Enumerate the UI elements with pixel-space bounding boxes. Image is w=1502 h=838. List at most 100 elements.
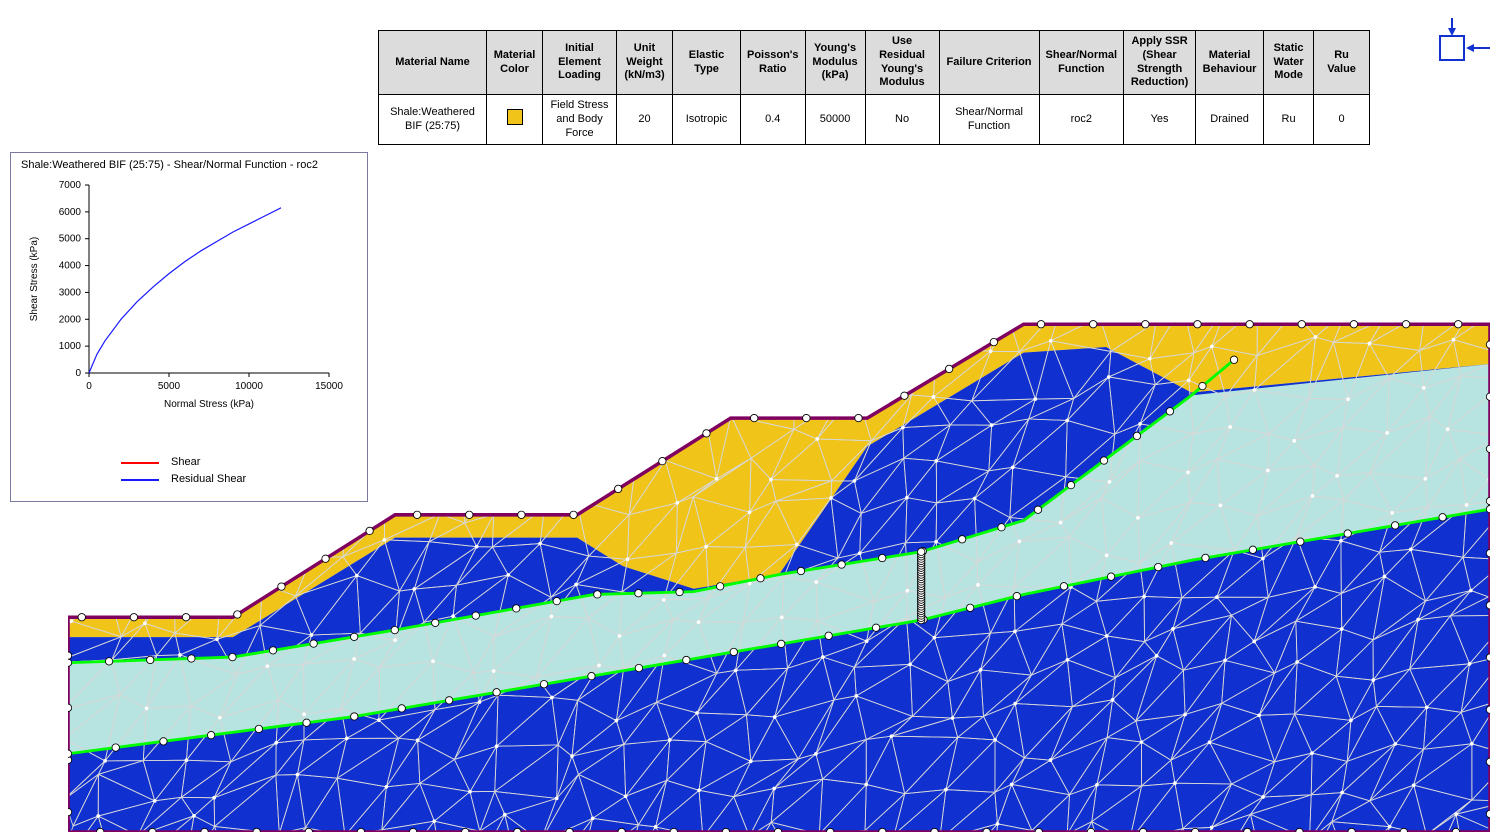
boundary-node: [1486, 505, 1490, 512]
boundary-node: [1486, 602, 1490, 609]
boundary-node: [670, 828, 677, 832]
boundary-node: [130, 614, 137, 621]
boundary-node: [1166, 408, 1173, 415]
boundary-node: [1100, 457, 1107, 464]
boundary-node: [269, 647, 276, 654]
boundary-node: [716, 583, 723, 590]
cell-poissons: 0.4: [741, 95, 806, 145]
fe-mesh-cross-section[interactable]: [68, 310, 1490, 832]
boundary-node: [998, 524, 1005, 531]
boundary-node: [1067, 481, 1074, 488]
boundary-node: [466, 511, 473, 518]
boundary-node: [1486, 758, 1490, 765]
boundary-node: [68, 704, 72, 711]
boundary-node: [990, 338, 997, 345]
boundary-node: [618, 828, 625, 832]
boundary-node: [703, 430, 710, 437]
boundary-node: [1192, 828, 1199, 832]
boundary-node: [1391, 522, 1398, 529]
boundary-node: [234, 611, 241, 618]
boundary-node: [78, 614, 85, 621]
svg-text:Shear Stress (kPa): Shear Stress (kPa): [29, 237, 40, 321]
cell-material-name: Shale:Weathered BIF (25:75): [379, 95, 487, 145]
cell-initial-loading: Field Stress and Body Force: [543, 95, 617, 145]
boundary-node: [676, 588, 683, 595]
boundary-node: [566, 828, 573, 832]
boundary-node: [635, 664, 642, 671]
boundary-node: [615, 485, 622, 492]
boundary-node: [827, 828, 834, 832]
th-initial-loading: Initial Element Loading: [543, 31, 617, 95]
th-youngs: Young's Modulus (kPa): [805, 31, 865, 95]
boundary-node: [462, 828, 469, 832]
boundary-node: [1133, 432, 1140, 439]
boundary-node: [855, 414, 862, 421]
boundary-node: [472, 612, 479, 619]
boundary-node: [253, 828, 260, 832]
boundary-node: [1194, 321, 1201, 328]
boundary-condition-icon: [1432, 18, 1492, 68]
boundary-node: [1013, 592, 1020, 599]
boundary-node: [514, 828, 521, 832]
svg-text:7000: 7000: [59, 180, 82, 191]
boundary-node: [1089, 321, 1096, 328]
boundary-node: [1155, 563, 1162, 570]
boundary-node: [1452, 828, 1459, 832]
boundary-node: [901, 392, 908, 399]
th-apply-ssr: Apply SSR (Shear Strength Reduction): [1124, 31, 1196, 95]
boundary-node: [445, 697, 452, 704]
mesh-svg: [68, 310, 1490, 832]
boundary-node: [1298, 321, 1305, 328]
th-static-water: Static Water Mode: [1264, 31, 1314, 95]
boundary-node: [182, 614, 189, 621]
th-behaviour: Material Behaviour: [1196, 31, 1264, 95]
boundary-node: [149, 828, 156, 832]
th-shear-normal-fn: Shear/Normal Function: [1039, 31, 1124, 95]
boundary-node: [983, 828, 990, 832]
svg-text:3000: 3000: [59, 287, 82, 298]
cell-shear-normal-fn: roc2: [1039, 95, 1124, 145]
boundary-node: [918, 548, 925, 555]
boundary-node: [540, 681, 547, 688]
boundary-node: [112, 744, 119, 751]
material-table-row: Shale:Weathered BIF (25:75) Field Stress…: [379, 95, 1370, 145]
boundary-node: [879, 828, 886, 832]
boundary-node: [1486, 341, 1490, 348]
boundary-node: [966, 604, 973, 611]
material-color-swatch: [507, 109, 523, 125]
cell-behaviour: Drained: [1196, 95, 1264, 145]
cell-failure-crit: Shear/Normal Function: [939, 95, 1039, 145]
th-failure-crit: Failure Criterion: [939, 31, 1039, 95]
boundary-node: [1139, 828, 1146, 832]
boundary-node: [160, 738, 167, 745]
boundary-node: [659, 457, 666, 464]
boundary-node: [1296, 828, 1303, 832]
boundary-node: [588, 672, 595, 679]
boundary-node: [391, 626, 398, 633]
boundary-node: [493, 689, 500, 696]
chart-title: Shale:Weathered BIF (25:75) - Shear/Norm…: [21, 159, 318, 171]
th-ru-value: Ru Value: [1314, 31, 1370, 95]
boundary-node: [357, 828, 364, 832]
cell-elastic-type: Isotropic: [673, 95, 741, 145]
boundary-node: [147, 656, 154, 663]
boundary-node: [1199, 382, 1206, 389]
boundary-node: [68, 750, 72, 757]
boundary-node: [872, 624, 879, 631]
boundary-node: [68, 659, 72, 666]
boundary-node: [351, 713, 358, 720]
boundary-node: [1486, 497, 1490, 504]
svg-text:6000: 6000: [59, 207, 82, 218]
boundary-node: [1439, 514, 1446, 521]
boundary-node: [879, 554, 886, 561]
boundary-node: [310, 640, 317, 647]
th-use-residual: Use Residual Young's Modulus: [865, 31, 939, 95]
boundary-node: [305, 828, 312, 832]
boundary-node: [1348, 828, 1355, 832]
boundary-node: [97, 828, 104, 832]
boundary-node: [635, 590, 642, 597]
boundary-node: [1034, 506, 1041, 513]
boundary-node: [825, 632, 832, 639]
th-material-name: Material Name: [379, 31, 487, 95]
boundary-node: [1486, 549, 1490, 556]
